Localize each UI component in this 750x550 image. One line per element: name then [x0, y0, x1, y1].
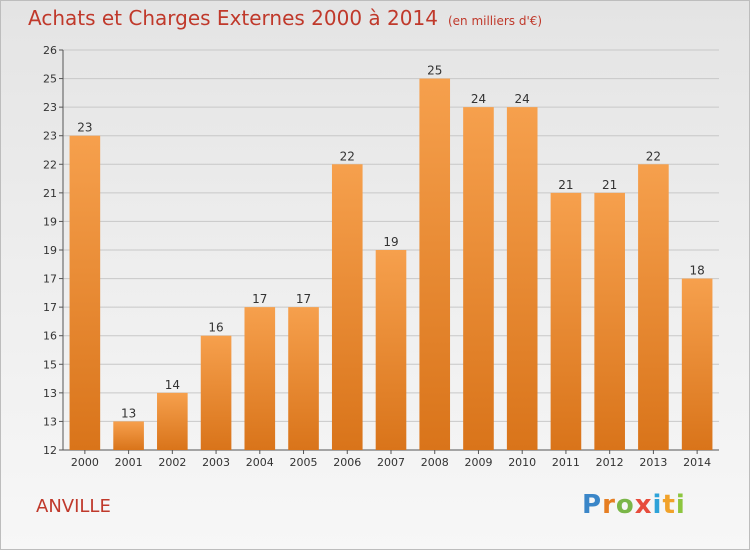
y-tick-label: 13	[43, 387, 57, 400]
bar-value-label: 13	[121, 406, 136, 420]
y-tick-label: 23	[43, 130, 57, 143]
bar-value-label: 18	[689, 264, 704, 278]
bar	[550, 192, 582, 450]
y-tick-label: 22	[43, 158, 57, 171]
y-tick-label: 19	[43, 215, 57, 228]
bar	[638, 164, 669, 451]
chart-unit: (en milliers d'€)	[447, 14, 543, 28]
bar	[157, 392, 188, 450]
x-tick-label: 2007	[377, 456, 405, 469]
bar-value-label: 17	[296, 292, 311, 306]
y-tick-label: 16	[43, 330, 57, 343]
bar-value-label: 22	[340, 149, 355, 163]
y-tick-label: 12	[43, 444, 57, 457]
y-tick-label: 25	[43, 73, 57, 86]
bar-value-label: 24	[515, 92, 530, 106]
chart-title: Achats et Charges Externes 2000 à 2014 (e…	[28, 6, 542, 30]
bar	[463, 107, 494, 451]
bar-value-label: 22	[646, 149, 661, 163]
x-tick-label: 2014	[683, 456, 711, 469]
bar-value-label: 23	[77, 121, 92, 135]
proxiti-logo: Proxiti	[582, 490, 686, 520]
y-tick-label: 17	[43, 301, 57, 314]
y-tick-labels: 12 13 13 15 16 17 17 19 19 21 22 23 23 25 26	[43, 44, 57, 457]
bar-value-label: 21	[558, 178, 573, 192]
y-tick-label: 26	[43, 44, 57, 57]
bar-value-label: 19	[383, 235, 398, 249]
y-tick-label: 17	[43, 273, 57, 286]
x-tick-label: 2011	[552, 456, 580, 469]
bar-value-label: 25	[427, 64, 442, 78]
bar-value-label: 14	[165, 378, 180, 392]
bars	[69, 78, 713, 451]
x-tick-label: 2002	[158, 456, 186, 469]
bar	[113, 421, 144, 450]
bar-value-label: 17	[252, 292, 267, 306]
x-tick-label: 2001	[115, 456, 143, 469]
bar	[419, 78, 451, 451]
x-tick-labels: 2000 2001 2002 2003 2004 2005 2006 2007 2008 2009…	[71, 456, 711, 469]
bar-value-label: 21	[602, 178, 617, 192]
bar	[200, 335, 232, 450]
bar	[288, 307, 319, 450]
bar	[331, 164, 363, 451]
y-tick-label: 21	[43, 187, 57, 200]
x-tick-label: 2012	[596, 456, 624, 469]
x-tick-label: 2004	[246, 456, 274, 469]
bar	[594, 192, 625, 450]
y-tick-label: 23	[43, 101, 57, 114]
x-tick-label: 2009	[464, 456, 492, 469]
y-tick-label: 15	[43, 358, 57, 371]
data-labels: 23 13 14 16 17 17 22 19 25 24 24 21 21 22 18	[77, 64, 705, 421]
x-tick-label: 2013	[639, 456, 667, 469]
x-tick-label: 2003	[202, 456, 230, 469]
x-tick-label: 2008	[421, 456, 449, 469]
chart-title-text: Achats et Charges Externes 2000 à 2014	[28, 6, 438, 30]
x-tick-label: 2000	[71, 456, 99, 469]
x-tick-label: 2005	[290, 456, 318, 469]
x-tick-label: 2006	[333, 456, 361, 469]
bar	[244, 307, 276, 450]
y-tick-label: 19	[43, 244, 57, 257]
y-tick-label: 13	[43, 415, 57, 428]
bar-value-label: 24	[471, 92, 486, 106]
bar	[506, 107, 538, 451]
bar-value-label: 16	[208, 321, 223, 335]
bar	[375, 250, 407, 450]
bar	[681, 278, 713, 450]
x-tick-label: 2010	[508, 456, 536, 469]
bar	[69, 135, 101, 450]
commune-name: ANVILLE	[36, 496, 111, 517]
